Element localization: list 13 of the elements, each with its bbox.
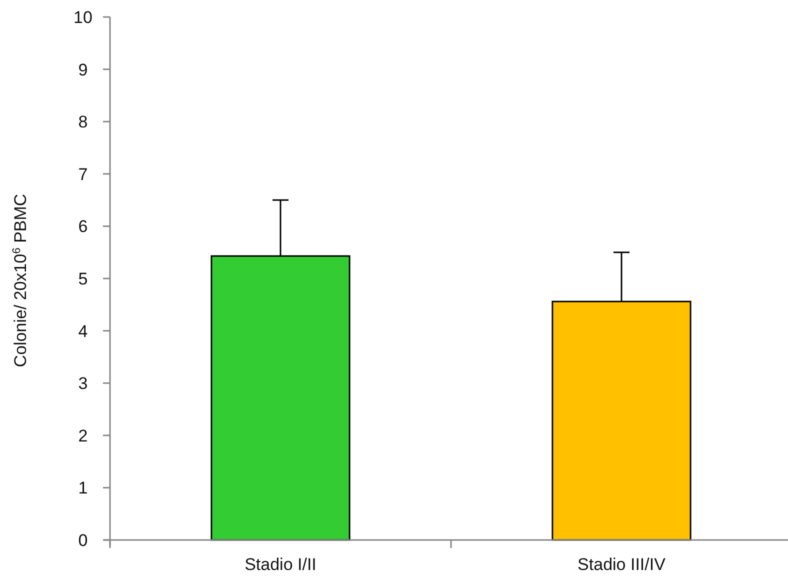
y-tick-label: 2 [78, 426, 88, 446]
y-tick-label: 7 [78, 164, 88, 184]
y-tick-label: 3 [78, 374, 88, 394]
y-tick-label: 0 [78, 530, 88, 550]
y-tick-label: 10 [74, 8, 92, 27]
y-tick-label: 9 [78, 60, 88, 80]
y-tick-label: 4 [78, 322, 88, 341]
y-tick-label: 1 [78, 478, 88, 498]
x-tick-label: Stadio III/IV [578, 555, 666, 574]
y-tick-label: 8 [78, 112, 88, 132]
y-tick-label: 5 [78, 269, 88, 288]
x-tick-label: Stadio I/II [244, 555, 316, 574]
y-tick-label: 6 [78, 217, 88, 236]
